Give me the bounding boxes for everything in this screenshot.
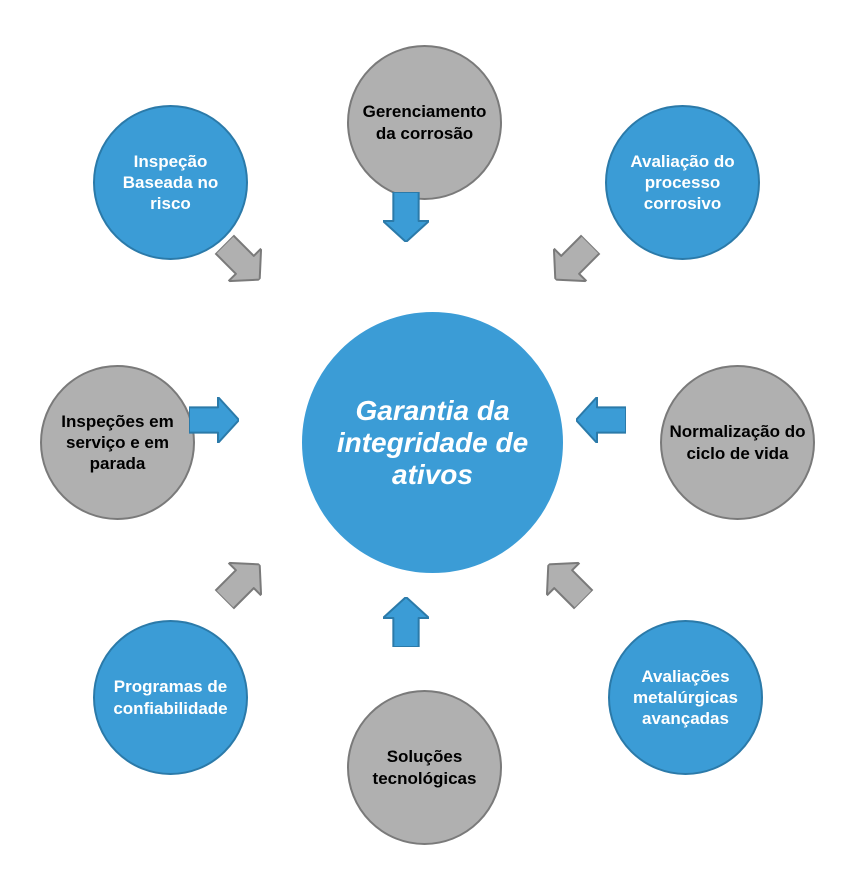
center-label-line: Garantia da [337,395,528,427]
arrow-right [576,397,626,443]
outer-circle-programas: Programas de confiabilidade [93,620,248,775]
arrow-bottom [383,597,429,647]
arrow-left [189,397,239,443]
outer-label: Soluções tecnológicas [349,740,500,795]
outer-circle-normalizacao: Normalização do ciclo de vida [660,365,815,520]
asset-integrity-diagram: Garantia da integridade de ativos Gerenc… [0,0,856,879]
outer-circle-avaliacoes-metalurgicas: Avaliações metalúrgicas avançadas [608,620,763,775]
arrow-bottom-right [532,548,600,616]
arrow-icon [383,597,429,647]
center-label-line: integridade de [337,427,528,459]
center-circle: Garantia da integridade de ativos [300,310,565,575]
outer-label: Inspeção Baseada no risco [95,145,246,221]
outer-circle-inspecao-risco: Inspeção Baseada no risco [93,105,248,260]
outer-label: Avaliação do processo corrosivo [607,145,758,221]
center-label: Garantia da integridade de ativos [337,395,528,491]
outer-label: Normalização do ciclo de vida [662,415,813,470]
outer-circle-gerenciamento: Gerenciamento da corrosão [347,45,502,200]
arrow-bottom-left [208,548,276,616]
arrow-icon [576,397,626,443]
outer-label: Programas de confiabilidade [95,670,246,725]
outer-circle-avaliacao-processo: Avaliação do processo corrosivo [605,105,760,260]
outer-label: Gerenciamento da corrosão [349,95,500,150]
arrow-icon [539,228,607,296]
outer-circle-inspecoes-servico: Inspeções em serviço e em parada [40,365,195,520]
arrow-icon [532,548,600,616]
arrow-icon [189,397,239,443]
arrow-top-right [539,228,607,296]
outer-circle-solucoes: Soluções tecnológicas [347,690,502,845]
outer-label: Avaliações metalúrgicas avançadas [610,660,761,736]
outer-label: Inspeções em serviço e em parada [42,405,193,481]
arrow-icon [383,192,429,242]
arrow-top [383,192,429,242]
center-label-line: ativos [337,459,528,491]
arrow-icon [208,548,276,616]
